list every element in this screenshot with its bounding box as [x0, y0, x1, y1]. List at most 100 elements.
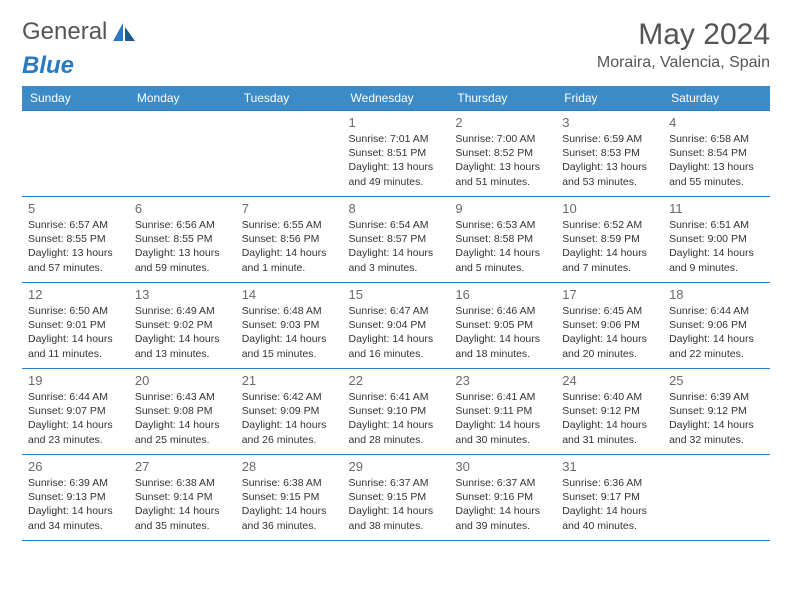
sunset-line: Sunset: 9:15 PM [242, 490, 337, 504]
sunset-line: Sunset: 9:17 PM [562, 490, 657, 504]
daylight-line: Daylight: 13 hours and 57 minutes. [28, 246, 123, 274]
weekday-header: Saturday [663, 86, 770, 111]
sunrise-line: Sunrise: 6:49 AM [135, 304, 230, 318]
daylight-line: Daylight: 14 hours and 13 minutes. [135, 332, 230, 360]
calendar-table: SundayMondayTuesdayWednesdayThursdayFrid… [22, 86, 770, 541]
sunset-line: Sunset: 9:16 PM [455, 490, 550, 504]
calendar-day-cell: 9Sunrise: 6:53 AMSunset: 8:58 PMDaylight… [449, 197, 556, 283]
sunset-line: Sunset: 9:05 PM [455, 318, 550, 332]
sunrise-line: Sunrise: 6:50 AM [28, 304, 123, 318]
calendar-day-cell: 3Sunrise: 6:59 AMSunset: 8:53 PMDaylight… [556, 111, 663, 197]
day-number: 15 [349, 287, 444, 302]
daylight-line: Daylight: 14 hours and 38 minutes. [349, 504, 444, 532]
calendar-day-cell: 29Sunrise: 6:37 AMSunset: 9:15 PMDayligh… [343, 455, 450, 541]
sunrise-line: Sunrise: 6:38 AM [135, 476, 230, 490]
calendar-day-cell: 8Sunrise: 6:54 AMSunset: 8:57 PMDaylight… [343, 197, 450, 283]
calendar-day-cell: 1Sunrise: 7:01 AMSunset: 8:51 PMDaylight… [343, 111, 450, 197]
sunrise-line: Sunrise: 6:41 AM [349, 390, 444, 404]
sunrise-line: Sunrise: 6:39 AM [28, 476, 123, 490]
day-number: 3 [562, 115, 657, 130]
sunset-line: Sunset: 8:55 PM [135, 232, 230, 246]
weekday-header: Monday [129, 86, 236, 111]
calendar-day-cell: 14Sunrise: 6:48 AMSunset: 9:03 PMDayligh… [236, 283, 343, 369]
daylight-line: Daylight: 14 hours and 1 minute. [242, 246, 337, 274]
day-number: 7 [242, 201, 337, 216]
sunrise-line: Sunrise: 6:54 AM [349, 218, 444, 232]
sunset-line: Sunset: 8:54 PM [669, 146, 764, 160]
calendar-day-cell: 20Sunrise: 6:43 AMSunset: 9:08 PMDayligh… [129, 369, 236, 455]
day-number: 4 [669, 115, 764, 130]
day-number: 5 [28, 201, 123, 216]
daylight-line: Daylight: 13 hours and 59 minutes. [135, 246, 230, 274]
sunset-line: Sunset: 9:07 PM [28, 404, 123, 418]
day-number: 23 [455, 373, 550, 388]
calendar-day-cell: 26Sunrise: 6:39 AMSunset: 9:13 PMDayligh… [22, 455, 129, 541]
calendar-day-cell: 6Sunrise: 6:56 AMSunset: 8:55 PMDaylight… [129, 197, 236, 283]
sunrise-line: Sunrise: 6:44 AM [669, 304, 764, 318]
calendar-week-row: 19Sunrise: 6:44 AMSunset: 9:07 PMDayligh… [22, 369, 770, 455]
day-number: 26 [28, 459, 123, 474]
calendar-day-cell: 17Sunrise: 6:45 AMSunset: 9:06 PMDayligh… [556, 283, 663, 369]
sunset-line: Sunset: 9:09 PM [242, 404, 337, 418]
daylight-line: Daylight: 14 hours and 22 minutes. [669, 332, 764, 360]
calendar-week-row: 26Sunrise: 6:39 AMSunset: 9:13 PMDayligh… [22, 455, 770, 541]
sunset-line: Sunset: 9:04 PM [349, 318, 444, 332]
day-number: 20 [135, 373, 230, 388]
sunset-line: Sunset: 9:02 PM [135, 318, 230, 332]
sunset-line: Sunset: 9:11 PM [455, 404, 550, 418]
sunrise-line: Sunrise: 6:58 AM [669, 132, 764, 146]
sunrise-line: Sunrise: 6:51 AM [669, 218, 764, 232]
sunrise-line: Sunrise: 6:36 AM [562, 476, 657, 490]
day-number: 28 [242, 459, 337, 474]
calendar-day-cell: 24Sunrise: 6:40 AMSunset: 9:12 PMDayligh… [556, 369, 663, 455]
title-block: May 2024 Moraira, Valencia, Spain [597, 18, 770, 72]
sunset-line: Sunset: 9:03 PM [242, 318, 337, 332]
sunrise-line: Sunrise: 6:57 AM [28, 218, 123, 232]
calendar-day-cell: 5Sunrise: 6:57 AMSunset: 8:55 PMDaylight… [22, 197, 129, 283]
day-number: 31 [562, 459, 657, 474]
sunset-line: Sunset: 9:00 PM [669, 232, 764, 246]
day-number: 13 [135, 287, 230, 302]
calendar-day-cell: 7Sunrise: 6:55 AMSunset: 8:56 PMDaylight… [236, 197, 343, 283]
daylight-line: Daylight: 13 hours and 55 minutes. [669, 160, 764, 188]
daylight-line: Daylight: 14 hours and 5 minutes. [455, 246, 550, 274]
brand-word-1: General [22, 18, 107, 46]
calendar-day-cell: 2Sunrise: 7:00 AMSunset: 8:52 PMDaylight… [449, 111, 556, 197]
weekday-header: Thursday [449, 86, 556, 111]
sunset-line: Sunset: 8:53 PM [562, 146, 657, 160]
calendar-empty-cell [129, 111, 236, 197]
daylight-line: Daylight: 14 hours and 15 minutes. [242, 332, 337, 360]
weekday-header: Friday [556, 86, 663, 111]
day-number: 12 [28, 287, 123, 302]
calendar-day-cell: 19Sunrise: 6:44 AMSunset: 9:07 PMDayligh… [22, 369, 129, 455]
calendar-day-cell: 21Sunrise: 6:42 AMSunset: 9:09 PMDayligh… [236, 369, 343, 455]
daylight-line: Daylight: 14 hours and 7 minutes. [562, 246, 657, 274]
sunset-line: Sunset: 9:12 PM [669, 404, 764, 418]
calendar-empty-cell [236, 111, 343, 197]
calendar-day-cell: 22Sunrise: 6:41 AMSunset: 9:10 PMDayligh… [343, 369, 450, 455]
sunrise-line: Sunrise: 6:56 AM [135, 218, 230, 232]
daylight-line: Daylight: 14 hours and 34 minutes. [28, 504, 123, 532]
brand-logo: General [22, 18, 139, 46]
location-text: Moraira, Valencia, Spain [597, 54, 770, 72]
calendar-day-cell: 25Sunrise: 6:39 AMSunset: 9:12 PMDayligh… [663, 369, 770, 455]
sunrise-line: Sunrise: 7:01 AM [349, 132, 444, 146]
sail-icon [111, 21, 137, 43]
day-number: 1 [349, 115, 444, 130]
calendar-day-cell: 4 Sunrise: 6:58 AMSunset: 8:54 PMDaylight… [663, 111, 770, 197]
calendar-day-cell: 28Sunrise: 6:38 AMSunset: 9:15 PMDayligh… [236, 455, 343, 541]
calendar-day-cell: 23Sunrise: 6:41 AMSunset: 9:11 PMDayligh… [449, 369, 556, 455]
brand-word-2: Blue [22, 52, 74, 80]
daylight-line: Daylight: 13 hours and 51 minutes. [455, 160, 550, 188]
calendar-empty-cell [663, 455, 770, 541]
sunrise-line: Sunrise: 6:52 AM [562, 218, 657, 232]
calendar-day-cell: 12Sunrise: 6:50 AMSunset: 9:01 PMDayligh… [22, 283, 129, 369]
sunrise-line: Sunrise: 6:39 AM [669, 390, 764, 404]
daylight-line: Daylight: 14 hours and 36 minutes. [242, 504, 337, 532]
calendar-empty-cell [22, 111, 129, 197]
daylight-line: Daylight: 14 hours and 32 minutes. [669, 418, 764, 446]
daylight-line: Daylight: 14 hours and 35 minutes. [135, 504, 230, 532]
daylight-line: Daylight: 14 hours and 30 minutes. [455, 418, 550, 446]
sunset-line: Sunset: 8:58 PM [455, 232, 550, 246]
calendar-body: 1Sunrise: 7:01 AMSunset: 8:51 PMDaylight… [22, 111, 770, 541]
